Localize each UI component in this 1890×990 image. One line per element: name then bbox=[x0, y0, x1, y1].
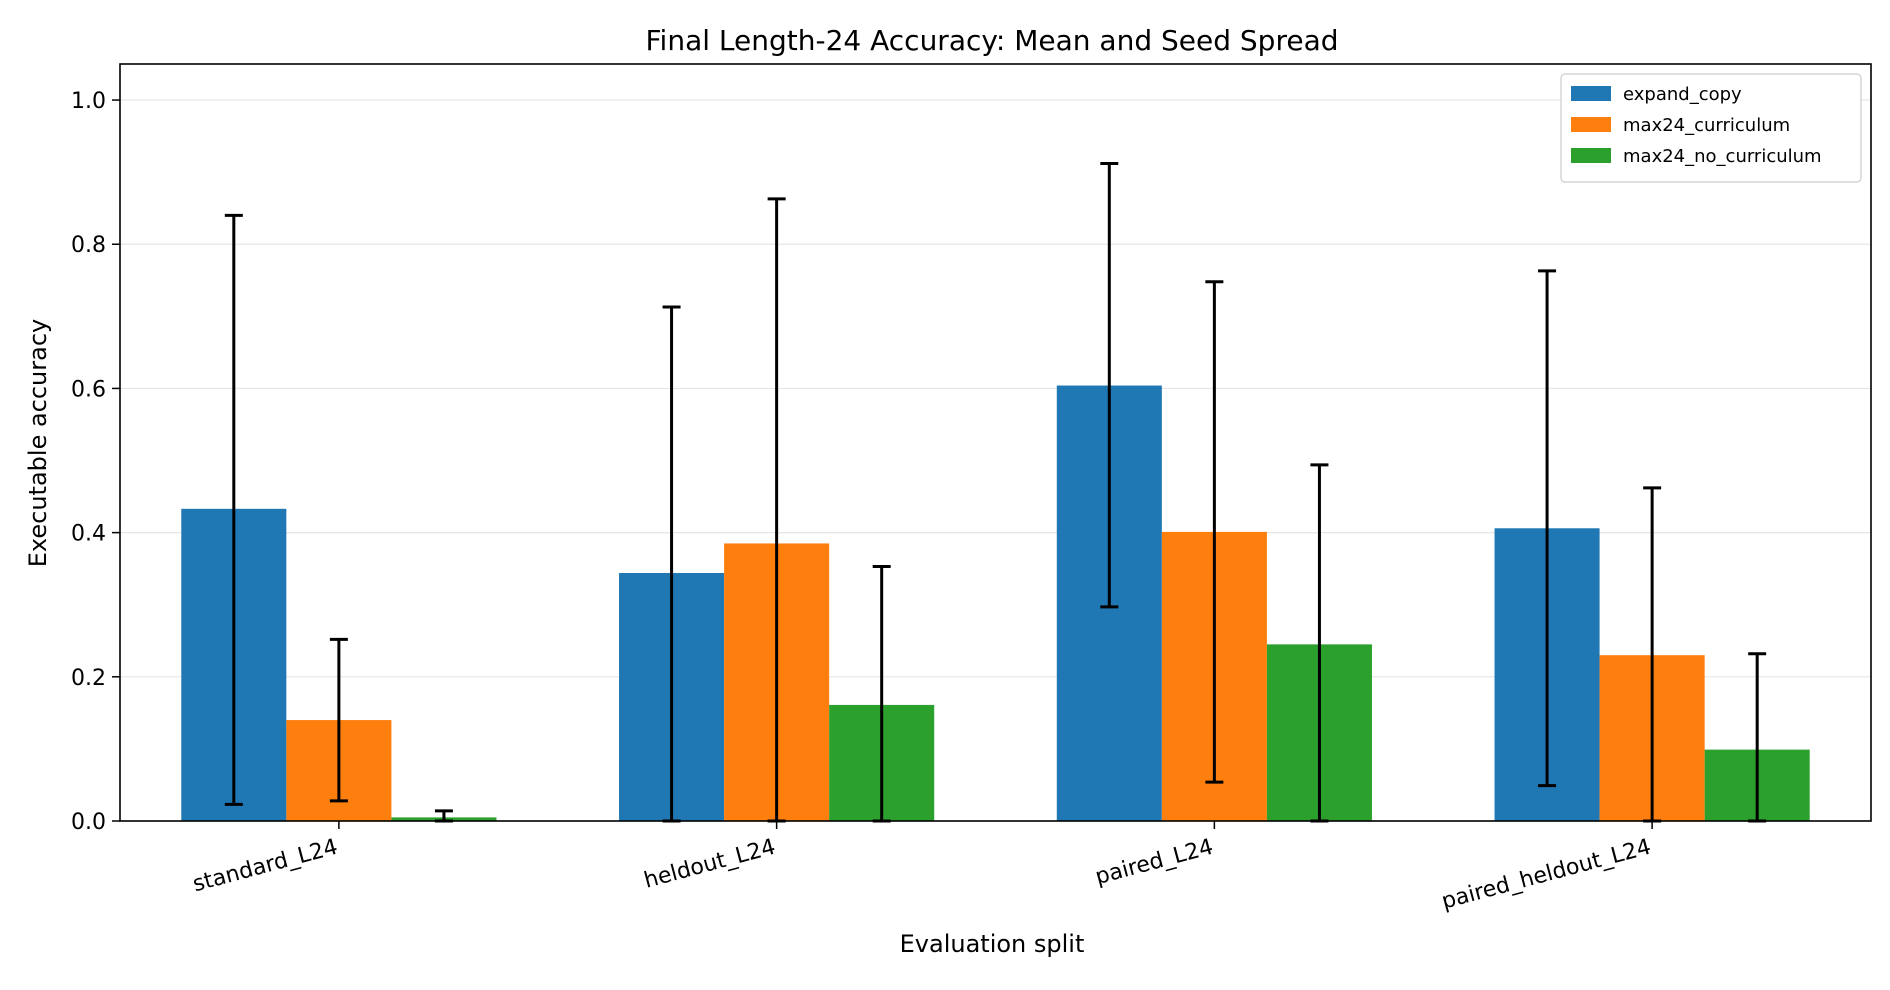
x-tick-label: paired_heldout_L24 bbox=[1439, 835, 1654, 915]
x-axis-title: Evaluation split bbox=[900, 930, 1085, 958]
y-tick-label: 0.4 bbox=[71, 522, 106, 547]
legend-swatch-expand_copy bbox=[1571, 86, 1611, 101]
plot-frame bbox=[119, 63, 1872, 822]
y-tick-label: 0.0 bbox=[71, 810, 106, 835]
y-axis-title: Executable accuracy bbox=[24, 319, 52, 568]
legend-box bbox=[1560, 73, 1862, 183]
y-tick-label: 0.6 bbox=[71, 377, 106, 402]
y-tick-label: 1.0 bbox=[71, 89, 106, 114]
x-tick-label: paired_L24 bbox=[1093, 835, 1216, 890]
legend-label-expand_copy: expand_copy bbox=[1623, 84, 1742, 105]
legend-label-max24_curriculum: max24_curriculum bbox=[1623, 115, 1790, 136]
chart-title: Final Length-24 Accuracy: Mean and Seed … bbox=[645, 24, 1338, 57]
y-tick-label: 0.2 bbox=[71, 666, 106, 691]
x-tick-label: heldout_L24 bbox=[641, 835, 778, 894]
y-tick-label: 0.8 bbox=[71, 233, 106, 258]
legend-swatch-max24_no_curriculum bbox=[1571, 148, 1611, 163]
x-tick-label: standard_L24 bbox=[190, 835, 340, 898]
bars bbox=[181, 385, 1810, 821]
legend: expand_copy max24_curriculum max24_no_curr… bbox=[1560, 73, 1862, 183]
legend-label-max24_no_curriculum: max24_no_curriculum bbox=[1623, 146, 1822, 167]
legend-swatch-max24_curriculum bbox=[1571, 117, 1611, 132]
